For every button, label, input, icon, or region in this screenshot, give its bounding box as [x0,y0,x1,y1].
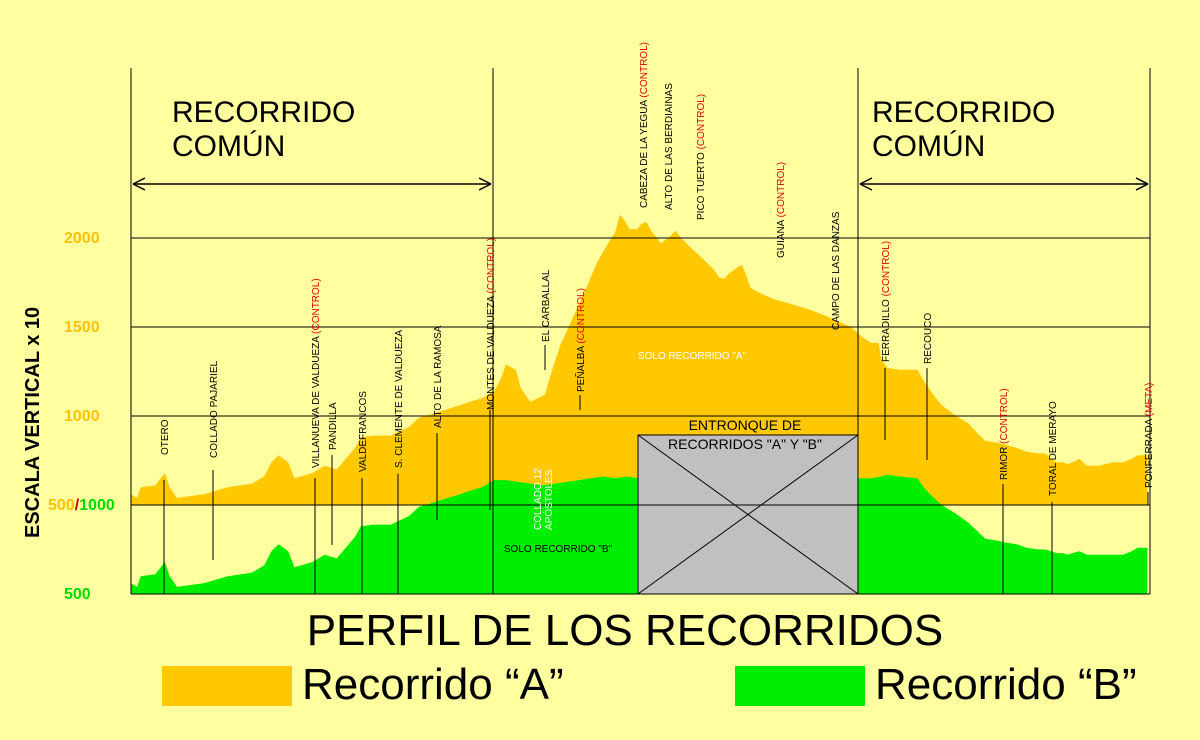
section-common-left-title: RECORRIDO COMÚN [172,96,356,163]
y-tick-label: 500/1000 [48,497,115,514]
route-a-area [131,214,1148,505]
waypoint-label: S. CLEMENTE DE VALDUEZA [394,329,405,468]
common-right-arrow-head-left [859,177,873,191]
waypoint-label: ALTO DE LAS BERDIAINAS [664,83,675,210]
waypoint-label: GUIANA (CONTROL) [776,162,787,258]
y-tick-label: 2000 [64,230,100,247]
waypoint-label: RIMOR (CONTROL) [999,388,1010,480]
common-left-arrow-head-right [478,177,492,191]
entronque-label-1: ENTRONQUE DE [689,417,802,433]
legend-swatch-a [162,666,292,706]
waypoint-label: PICO TUERTO (CONTROL) [696,94,707,220]
waypoint-label: OTERO [160,419,171,455]
waypoint-label: PANDILLA [328,402,339,450]
chart-title: PERFIL DE LOS RECORRIDOS [306,606,944,655]
solo-a-label: SOLO RECORRIDO "A" [638,351,747,362]
waypoint-label: FERRADILLO (CONTROL) [881,241,892,362]
waypoint-label: VILLANUEVA DE VALDUEZA (CONTROL) [311,278,322,468]
waypoint-label: VALDEFRANCOS [358,391,369,472]
entronque-label-2: RECORRIDOS "A" Y "B" [668,436,822,452]
collado-label-1: COLLADO 12 [533,468,544,530]
waypoint-label: EL CARBALLAL [541,269,552,342]
waypoint-label: COLLADO PAJARIEL [209,360,220,458]
y-tick-label: 1000 [64,408,100,425]
waypoint-label: PEÑALBA (CONTROL) [574,288,587,392]
waypoint-label: PONFERRADA (META) [1144,383,1155,488]
waypoint-label: CABEZA DE LA YEGUA (CONTROL) [639,42,650,208]
waypoint-label: TORAL DE MERAYO [1048,401,1059,496]
common-left-arrow-head-left [132,177,146,191]
solo-b-label: SOLO RECORRIDO "B" [504,544,613,555]
waypoint-label: RECOUCO [923,313,934,364]
entronque-diagonal-2 [637,434,859,595]
legend-label-b: Recorrido “B” [875,660,1137,709]
collado-label-2: APÓSTOLES [542,469,555,530]
common-right-arrow-head-right [1135,177,1149,191]
y-tick-label: 1500 [64,319,100,336]
y-tick-label: 500 [64,586,91,603]
legend-swatch-b [735,666,865,706]
section-common-right-title: RECORRIDO COMÚN [872,96,1056,163]
legend-label-a: Recorrido “A” [302,660,564,709]
waypoint-label: CAMPO DE LAS DANZAS [831,211,842,330]
y-axis-label: ESCALA VERTICAL x 10 [22,306,44,538]
waypoint-label: MONTES DE VALDUEZA (CONTROL) [486,238,497,410]
waypoint-label: ALTO DE LA RAMOSA [433,325,444,428]
